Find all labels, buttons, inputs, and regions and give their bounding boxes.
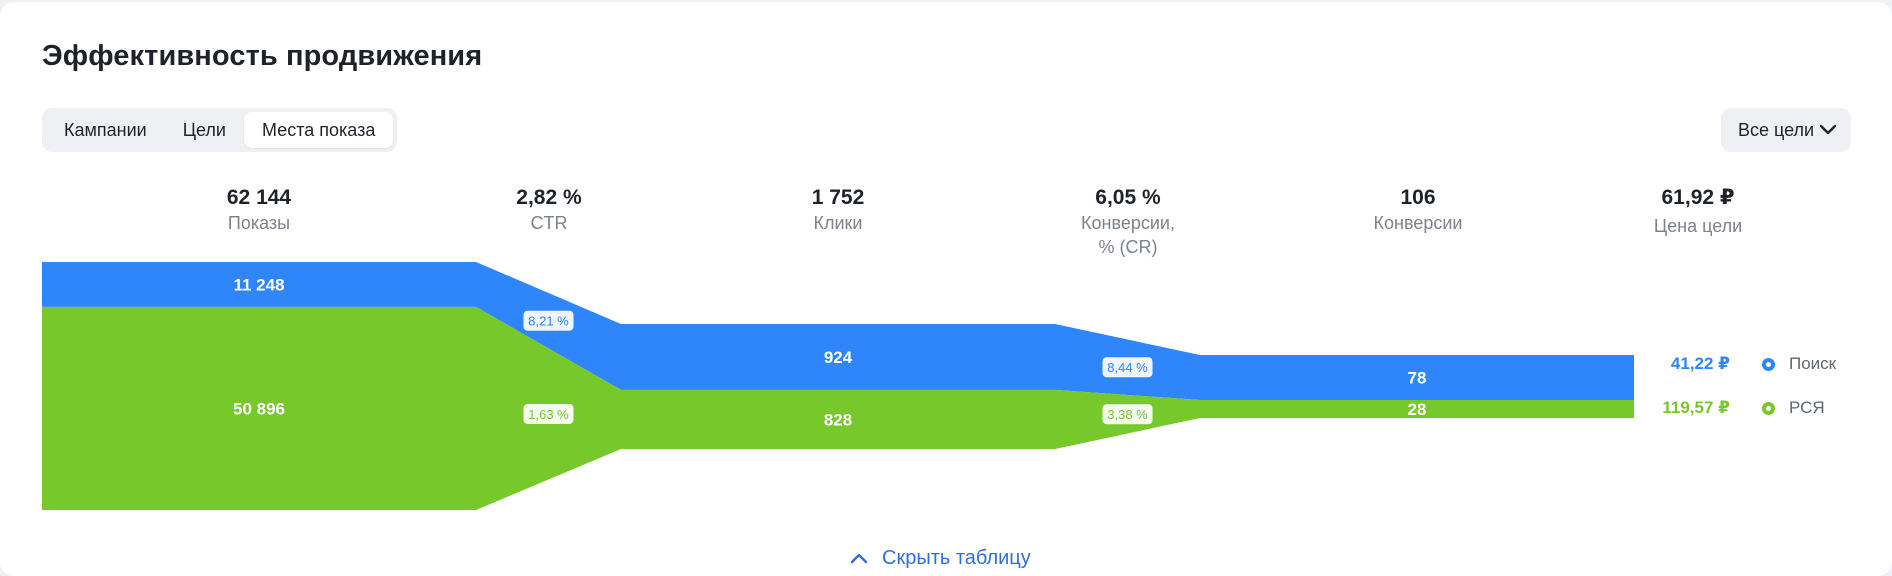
legend-label: РСЯ — [1789, 398, 1825, 417]
goal-price-search: 41,22 ₽ — [1670, 354, 1730, 373]
funnel-value-rsya: 828 — [824, 410, 852, 429]
goals-select-label: Все цели — [1738, 120, 1815, 140]
goal-price-rsya: 119,57 ₽ — [1662, 398, 1730, 417]
funnel-bar-rsya — [42, 306, 476, 510]
chevron-up-icon — [850, 553, 868, 564]
legend-item-search[interactable]: Поиск — [1762, 354, 1836, 374]
funnel-value-search: 924 — [824, 348, 853, 367]
chevron-down-icon — [1819, 124, 1837, 135]
metric-label: Клики — [813, 213, 863, 233]
hide-table-label: Скрыть таблицу — [882, 547, 1031, 569]
metric-label: Показы — [227, 213, 291, 233]
metric-label: Конверсии, — [1081, 213, 1175, 233]
rate-badge-search — [523, 310, 574, 331]
funnel-bar-search — [621, 324, 1055, 390]
metric-label-line2: % (CR) — [1098, 237, 1158, 257]
legend-marker-icon — [1762, 401, 1775, 415]
hide-table-link[interactable]: Скрыть таблицу — [850, 547, 1031, 570]
page-title: Эффективность продвижения — [42, 40, 483, 72]
legend-label: Поиск — [1789, 354, 1837, 373]
metric-ctr: 2,82 % CTR — [439, 185, 659, 235]
metric-goal-price: 61,92 ₽ Цена цели — [1588, 185, 1808, 238]
metric-cr: 6,05 % Конверсии, % (CR) — [1018, 185, 1238, 259]
metric-value: 2,82 % — [516, 186, 582, 209]
legend-marker-icon — [1762, 357, 1775, 371]
rate-badge-rsya — [523, 403, 574, 424]
view-tabs: Кампании Цели Места показа — [42, 108, 398, 152]
rate-label-rsya: 1,63 % — [528, 407, 569, 422]
tab-campaigns[interactable]: Кампании — [64, 120, 147, 140]
tab-placements[interactable]: Места показа — [243, 112, 394, 148]
metric-value: 61,92 ₽ — [1661, 186, 1735, 209]
rate-badge-search — [1102, 357, 1153, 378]
funnel-value-search: 11 248 — [233, 275, 284, 294]
rate-label-search: 8,44 % — [1107, 360, 1148, 375]
metric-value: 62 144 — [226, 186, 292, 209]
funnel-bar-search — [42, 262, 476, 307]
funnel-bar-search — [1200, 355, 1634, 400]
funnel-value-rsya: 50 896 — [233, 399, 285, 418]
funnel-value-search: 78 — [1408, 369, 1427, 388]
metric-label: Конверсии — [1373, 213, 1463, 233]
rate-label-rsya: 3,38 % — [1107, 407, 1148, 422]
goals-select[interactable]: Все цели — [1721, 108, 1851, 152]
tab-goals[interactable]: Цели — [182, 120, 226, 140]
metric-value: 106 — [1400, 186, 1436, 209]
metric-value: 6,05 % — [1095, 186, 1161, 209]
metric-value: 1 752 — [811, 186, 865, 209]
metric-label: Цена цели — [1653, 216, 1743, 236]
metric-conversions: 106 Конверсии — [1308, 185, 1528, 235]
funnel-bar-rsya — [1200, 400, 1634, 418]
rate-badge-rsya — [1102, 404, 1153, 425]
funnel-bar-rsya — [621, 389, 1055, 449]
legend-item-rsya[interactable]: РСЯ — [1762, 398, 1825, 418]
funnel-value-rsya: 28 — [1408, 400, 1427, 419]
metric-clicks: 1 752 Клики — [728, 185, 948, 235]
rate-label-search: 8,21 % — [528, 314, 569, 329]
metric-label: CTR — [530, 213, 568, 233]
metric-impressions: 62 144 Показы — [149, 185, 369, 235]
